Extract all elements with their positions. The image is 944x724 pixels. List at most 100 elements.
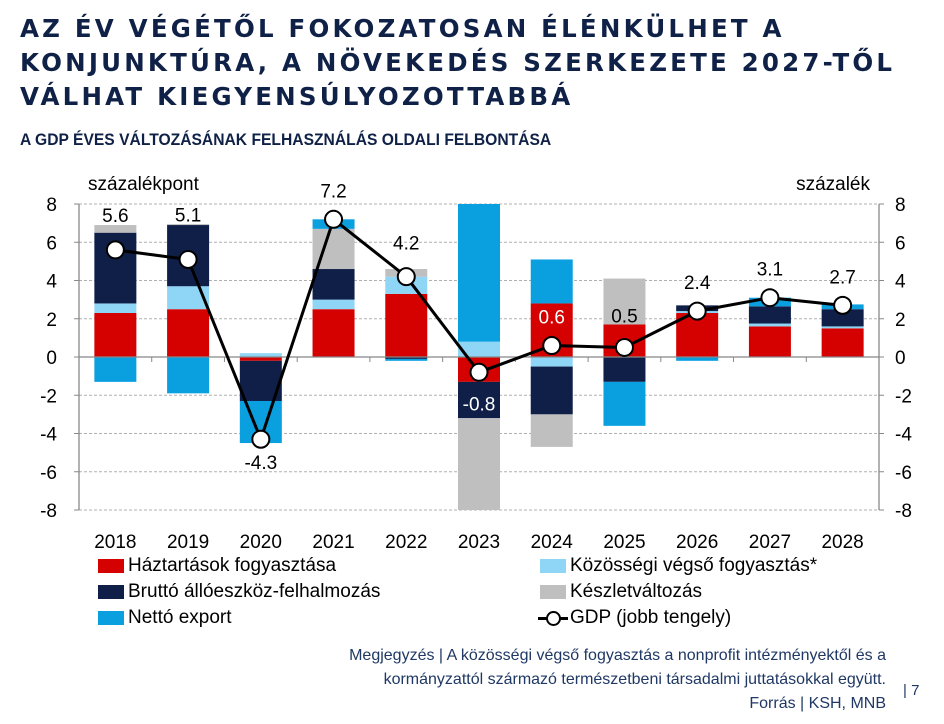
legend-item-investment: Bruttó állóeszköz-felhalmozás [98, 581, 380, 603]
bar-segment [312, 269, 355, 300]
bar-segment [312, 309, 355, 357]
legend-label-investment: Bruttó állóeszköz-felhalmozás [128, 581, 381, 602]
y-tick-label-right: 0 [895, 348, 906, 369]
bar-segment [385, 293, 428, 357]
y-axis-title-left: százalékpont [88, 174, 200, 195]
y-tick-label-right: -4 [895, 425, 912, 446]
bar-segment [167, 286, 210, 310]
gdp-point [687, 301, 707, 321]
legend-item-public: Közösségi végső fogyasztás* [540, 555, 817, 577]
x-tick-label: 2018 [94, 532, 136, 553]
y-axis-title-right: százalék [796, 174, 870, 195]
gdp-point [105, 240, 125, 260]
gdp-data-label: 0.6 [539, 308, 565, 329]
legend-label-households: Háztartások fogyasztása [128, 555, 337, 576]
note-line-2: kormányzattól származó természetbeni tár… [383, 671, 886, 688]
x-tick-label: 2027 [749, 532, 791, 553]
y-tick-label-left: 8 [46, 195, 57, 216]
bar-segment [94, 303, 137, 314]
y-tick-label-left: -8 [40, 501, 57, 522]
gdp-data-label: 0.5 [611, 306, 637, 327]
y-tick-label-left: 2 [46, 310, 57, 331]
y-tick-label-left: -2 [40, 386, 57, 407]
bar-segment [385, 357, 428, 359]
note-line-1: Megjegyzés | A közösségi végső fogyasztá… [349, 647, 886, 664]
y-tick-label-left: 0 [46, 348, 57, 369]
gdp-data-label: 2.7 [829, 267, 855, 288]
legend-swatch-inventories [540, 585, 566, 599]
footnote: Megjegyzés | A közösségi végső fogyasztá… [349, 644, 886, 716]
bar-segment [458, 418, 500, 510]
bar-segment [530, 259, 573, 304]
bar-segment [530, 366, 573, 415]
x-tick-label: 2022 [385, 532, 427, 553]
gdp-point [542, 336, 562, 356]
gdp-point [251, 429, 271, 449]
bar-segment [167, 224, 210, 226]
bar-segment [458, 381, 500, 419]
bar-segment [748, 326, 791, 357]
y-tick-label-left: -6 [40, 463, 57, 484]
legend-label-net-export: Nettó export [128, 607, 232, 628]
gdp-point [178, 249, 198, 269]
legend-item-net-export: Nettó export [98, 607, 232, 629]
bar-segment [821, 328, 864, 357]
gdp-data-label: 4.2 [393, 234, 419, 255]
gdp-data-label: 7.2 [320, 181, 346, 202]
bar-segment [385, 358, 428, 361]
bar-segment [603, 357, 646, 382]
title-line-3: VÁLHAT KIEGYENSÚLYOZOTTABBÁ [20, 82, 574, 111]
source: Forrás | KSH, MNB [749, 695, 886, 712]
x-tick-label: 2019 [167, 532, 209, 553]
bar-segment [94, 313, 137, 357]
axes: 8 8 6 6 4 4 2 2 0 0 -2 -2 -4 -4 -6 -6 -8 -8 százalékpont sz… [40, 174, 912, 553]
gdp-data-label: -4.3 [244, 453, 277, 474]
legend-swatch-public [540, 559, 566, 573]
y-tick-label-right: 2 [895, 310, 906, 331]
bar-segment [458, 204, 500, 342]
chart-subtitle: A GDP ÉVES VÁLTOZÁSÁNAK FELHASZNÁLÁS OLD… [20, 130, 552, 149]
bar-segment [748, 323, 791, 327]
y-tick-label-right: 6 [895, 233, 906, 254]
gdp-data-label: 5.1 [175, 205, 201, 226]
x-tick-label: 2020 [240, 532, 282, 553]
bar-segment [530, 414, 573, 447]
legend-item-households: Háztartások fogyasztása [98, 555, 336, 577]
bar-segment [312, 299, 355, 310]
bar-segment [94, 357, 137, 382]
labels: 5.6 5.1 -4.3 7.2 4.2 -0.8 0.6 0.5 2.4 3.1 2.7 [102, 181, 856, 474]
bar-segment [603, 278, 646, 325]
y-tick-label-left: 4 [46, 272, 57, 293]
y-tick-label-left: 6 [46, 233, 57, 254]
legend-label-gdp: GDP (jobb tengely) [570, 607, 732, 628]
y-tick-label-left: -4 [40, 425, 57, 446]
x-tick-label: 2024 [531, 532, 574, 553]
y-tick-label-right: -8 [895, 501, 912, 522]
bar-segment [530, 357, 573, 367]
x-tick-label: 2023 [458, 532, 500, 553]
legend-swatch-net-export [98, 611, 124, 625]
gdp-point [324, 209, 344, 229]
y-tick-label-right: -2 [895, 386, 912, 407]
legend-swatch-households [98, 559, 124, 573]
legend-label-inventories: Készletváltozás [570, 581, 703, 602]
gdp-data-label: -0.8 [463, 394, 496, 415]
bar-segment [94, 225, 137, 233]
gdp-decomposition-chart: 8 8 6 6 4 4 2 2 0 0 -2 -2 -4 -4 -6 -6 -8 -8 százalékpont sz… [40, 174, 912, 553]
legend-item-gdp: GDP (jobb tengely) [538, 607, 731, 629]
gdp-data-label: 3.1 [757, 260, 783, 281]
gdp-point [760, 288, 780, 308]
bar-segment [458, 341, 500, 357]
gdp-point [469, 362, 489, 382]
x-tick-label: 2021 [312, 532, 354, 553]
gdp-data-label: 5.6 [102, 206, 128, 227]
bars [94, 204, 864, 510]
x-tick-label: 2028 [821, 532, 863, 553]
slide-title: AZ ÉV VÉGÉTŐL FOKOZATOSAN ÉLÉNKÜLHET A K… [20, 12, 920, 114]
legend-item-inventories: Készletváltozás [540, 581, 702, 603]
title-line-1: AZ ÉV VÉGÉTŐL FOKOZATOSAN ÉLÉNKÜLHET A [20, 14, 785, 43]
title-line-2: KONJUNKTÚRA, A NÖVEKEDÉS SZERKEZETE 2027… [20, 48, 896, 77]
x-tick-label: 2026 [676, 532, 718, 553]
gdp-point [614, 337, 634, 357]
page-number: | 7 [903, 682, 920, 699]
